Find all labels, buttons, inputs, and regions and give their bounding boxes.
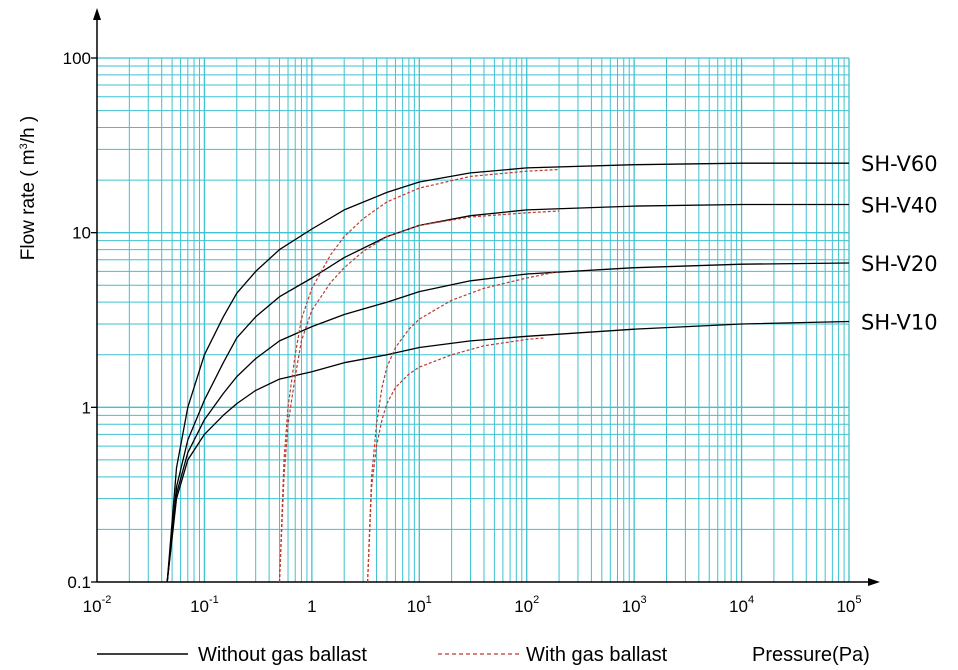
y-axis-label: Flow rate ( m3/h )	[18, 116, 39, 260]
series-label-sh-v10: SH-V10	[861, 311, 938, 335]
series-lines	[166, 162, 850, 583]
y-tick-label: 1	[82, 398, 91, 417]
legend-label-without: Without gas ballast	[198, 644, 367, 666]
series-label-sh-v60: SH-V60	[861, 152, 938, 176]
series-end-labels: SH-V60 SH-V40 SH-V20 SH-V10	[861, 152, 938, 334]
x-tick-labels: 10-2 10-1 1 101 102 103 104 105	[83, 594, 862, 616]
x-axis-arrow	[868, 578, 880, 586]
y-axis-arrow	[93, 8, 101, 20]
line-without-ballast-sh-v60	[166, 162, 849, 583]
y-tick-labels: 0.1 1 10 100	[63, 49, 97, 592]
x-tick-label: 104	[729, 594, 754, 616]
y-tick-label: 0.1	[67, 573, 91, 592]
axes	[93, 8, 880, 586]
line-without-ballast-sh-v40	[166, 203, 849, 583]
x-tick-label: 101	[407, 594, 432, 616]
x-tick-label: 105	[836, 594, 861, 616]
line-without-ballast-sh-v20	[166, 262, 850, 583]
x-tick-label: 10-1	[190, 594, 219, 616]
y-tick-label: 100	[63, 49, 91, 68]
x-axis-label: Pressure(Pa)	[752, 644, 870, 666]
line-with-ballast-sh-v60	[278, 168, 560, 583]
legend: Without gas ballast With gas ballast Pre…	[97, 644, 870, 666]
x-tick-label: 103	[622, 594, 647, 616]
line-with-ballast-sh-v40	[278, 210, 560, 583]
grid	[97, 57, 850, 582]
series-label-sh-v40: SH-V40	[861, 193, 938, 217]
x-tick-label: 10-2	[83, 594, 112, 616]
y-tick-label: 10	[72, 224, 91, 243]
line-with-ballast-sh-v10	[367, 337, 546, 583]
line-without-ballast-sh-v10	[166, 320, 850, 583]
line-with-ballast-sh-v20	[367, 270, 560, 583]
legend-label-with: With gas ballast	[526, 644, 668, 666]
x-tick-label: 102	[514, 594, 539, 616]
x-tick-label: 1	[307, 597, 316, 616]
series-label-sh-v20: SH-V20	[861, 252, 938, 276]
